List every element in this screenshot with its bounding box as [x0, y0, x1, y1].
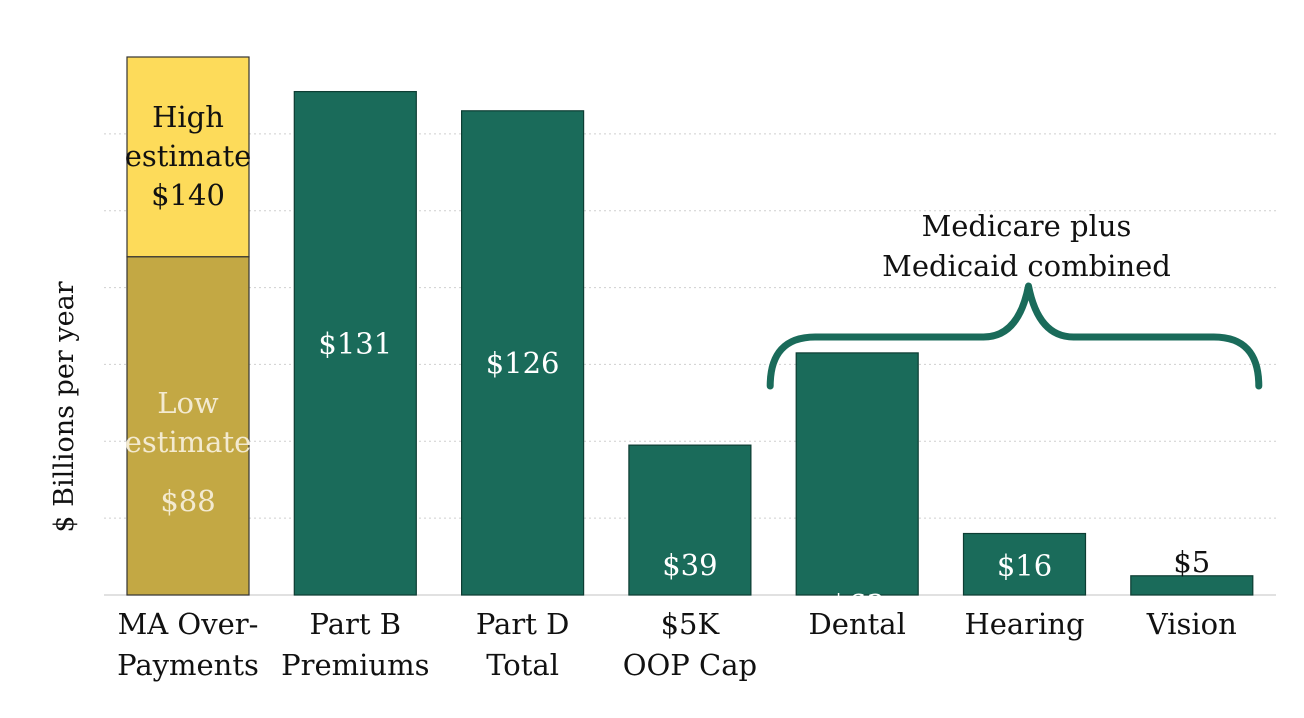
category-label: Premiums — [281, 648, 429, 682]
y-axis-label: $ Billions per year — [49, 281, 80, 532]
bar — [1130, 575, 1254, 596]
category-label: Total — [486, 648, 559, 682]
category-label: Dental — [809, 607, 906, 641]
high-estimate-value: $140 — [151, 178, 225, 212]
low-estimate-value: $88 — [160, 484, 215, 518]
annotation-text: Medicare plus — [922, 209, 1132, 243]
value-label: $126 — [486, 346, 560, 380]
category-labels: MA Over- Payments Part B Premiums Part D Tota… — [117, 607, 1237, 682]
low-estimate-label: Low — [157, 386, 219, 420]
high-estimate-label: estimate — [125, 139, 252, 173]
annotation: Medicare plus Medicaid combined — [766, 209, 1263, 390]
bar — [628, 444, 752, 596]
category-label: Part D — [476, 607, 570, 641]
value-label: $63 — [830, 588, 885, 622]
high-estimate-label: High — [152, 100, 224, 134]
category-label: MA Over- — [118, 607, 259, 641]
category-label: Vision — [1146, 607, 1237, 641]
value-labels: High estimate $140 Low estimate $88 $131 $126 $3… — [125, 100, 1211, 622]
bar — [461, 110, 585, 596]
bar — [795, 352, 919, 596]
category-label: Payments — [117, 648, 259, 682]
category-label: Hearing — [964, 607, 1084, 641]
category-label: Part B — [310, 607, 402, 641]
curly-brace — [766, 282, 1263, 390]
annotation-text: Medicaid combined — [882, 249, 1171, 283]
category-label: OOP Cap — [623, 648, 757, 682]
value-label: $39 — [662, 548, 717, 582]
category-label: $5K — [661, 607, 721, 641]
value-label: $131 — [318, 327, 392, 361]
bar — [293, 90, 417, 596]
low-estimate-label: estimate — [125, 425, 252, 459]
value-label: $5 — [1173, 545, 1210, 579]
bar-low-estimate — [126, 256, 250, 596]
bars — [126, 56, 1254, 596]
bar — [962, 532, 1087, 596]
value-label: $16 — [997, 549, 1052, 583]
